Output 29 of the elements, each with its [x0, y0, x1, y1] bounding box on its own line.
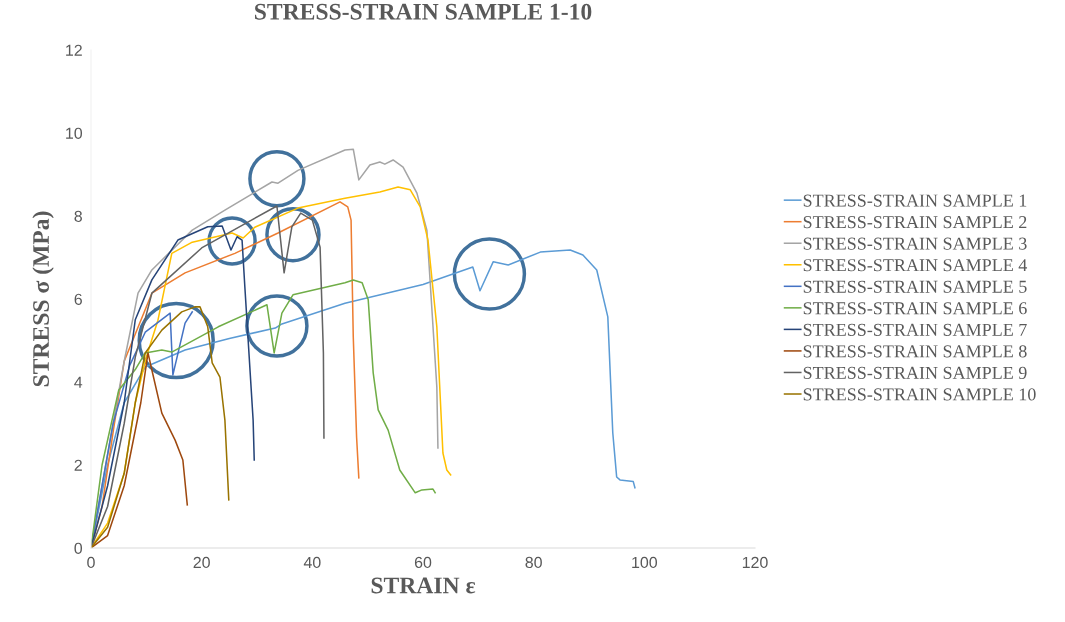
x-tick-label: 120	[742, 556, 768, 569]
legend-label: STRESS-STRAIN SAMPLE 8	[803, 345, 1027, 358]
y-tick-label: 2	[74, 459, 82, 471]
legend-label: STRESS-STRAIN SAMPLE 7	[803, 323, 1027, 336]
chart-title: STRESS-STRAIN SAMPLE 1-10	[255, 3, 592, 20]
y-tick-label: 0	[74, 542, 83, 554]
x-axis-title: STRAIN ε	[371, 577, 476, 594]
y-tick-label: 4	[74, 376, 83, 388]
legend-label: STRESS-STRAIN SAMPLE 10	[803, 388, 1036, 401]
x-tick-label: 20	[193, 556, 210, 569]
x-tick-label: 40	[303, 556, 321, 569]
legend-label: STRESS-STRAIN SAMPLE 5	[803, 280, 1027, 293]
x-tick-label: 80	[525, 556, 542, 569]
x-tick-label: 0	[87, 556, 95, 569]
y-tick-label: 6	[74, 293, 82, 305]
y-axis-title: STRESS σ (MPa)	[32, 211, 54, 387]
line-series	[91, 352, 189, 548]
x-tick-label: 60	[414, 556, 432, 569]
line-series	[91, 306, 230, 548]
y-tick-label: 10	[66, 127, 83, 139]
y-tick-label: 12	[66, 44, 82, 56]
legend-label: STRESS-STRAIN SAMPLE 2	[803, 216, 1027, 229]
legend-label: STRESS-STRAIN SAMPLE 4	[803, 259, 1028, 272]
legend-label: STRESS-STRAIN SAMPLE 9	[803, 366, 1027, 379]
y-tick-label: 8	[74, 210, 82, 222]
legend-label: STRESS-STRAIN SAMPLE 6	[803, 302, 1027, 315]
x-tick-label: 100	[632, 556, 658, 569]
legend-label: STRESS-STRAIN SAMPLE 1	[803, 194, 1027, 207]
legend-label: STRESS-STRAIN SAMPLE 3	[803, 237, 1027, 250]
